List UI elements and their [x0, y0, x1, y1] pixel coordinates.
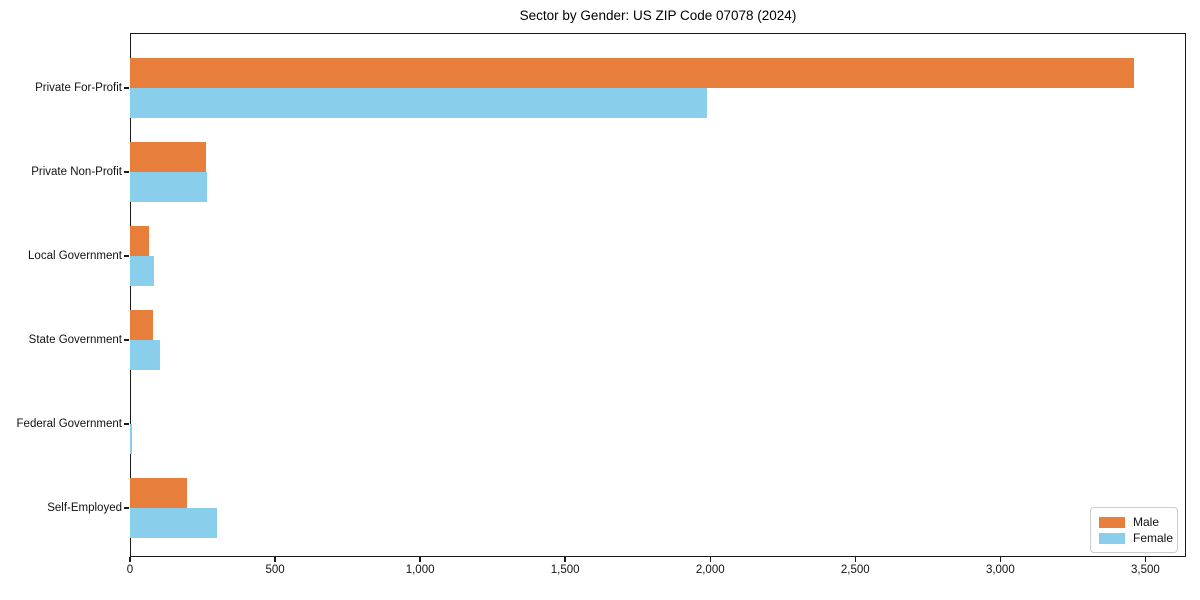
legend: Male Female	[1090, 507, 1178, 553]
x-tick-label: 2,000	[695, 564, 725, 576]
bar-male-2	[130, 142, 206, 172]
y-tick-label: Local Government	[28, 250, 122, 262]
legend-label-female: Female	[1133, 531, 1174, 545]
y-tick-label: Private Non-Profit	[31, 166, 122, 178]
bar-female-2	[130, 172, 207, 202]
x-tick-label: 1,500	[550, 564, 580, 576]
legend-item-female: Female	[1099, 530, 1173, 546]
x-tick-mark	[419, 557, 421, 562]
x-tick-label: 3,000	[985, 564, 1015, 576]
x-tick-label: 500	[265, 564, 285, 576]
bar-female-5	[130, 424, 133, 454]
x-tick-label: 0	[126, 564, 134, 576]
x-tick-label: 1,000	[405, 564, 435, 576]
x-tick-mark	[854, 557, 856, 562]
x-tick-mark	[564, 557, 566, 562]
y-tick-mark	[124, 255, 129, 257]
legend-label-male: Male	[1133, 515, 1160, 529]
female-series-swatch	[1099, 532, 1125, 544]
bar-male-6	[130, 478, 187, 508]
bar-female-4	[130, 340, 160, 370]
chart-title: Sector by Gender: US ZIP Code 07078 (202…	[519, 8, 797, 23]
legend-item-male: Male	[1099, 514, 1169, 530]
male-series-swatch	[1099, 516, 1125, 528]
bar-female-6	[130, 508, 218, 538]
x-tick-mark	[129, 557, 131, 562]
y-tick-mark	[124, 339, 129, 341]
x-tick-label: 3,500	[1130, 564, 1160, 576]
bar-male-4	[130, 310, 153, 340]
x-tick-mark	[274, 557, 276, 562]
y-tick-mark	[124, 171, 129, 173]
x-tick-mark	[999, 557, 1002, 562]
x-tick-mark	[1144, 557, 1147, 562]
y-tick-label: Private For-Profit	[35, 82, 122, 94]
y-tick-mark	[124, 87, 129, 89]
bar-male-3	[130, 226, 149, 256]
y-tick-label: State Government	[28, 334, 122, 346]
y-tick-mark	[124, 507, 129, 509]
y-tick-mark	[124, 423, 129, 425]
bar-female-3	[130, 256, 154, 286]
x-tick-mark	[709, 557, 711, 562]
y-tick-label: Federal Government	[16, 418, 122, 430]
plot-area	[130, 33, 1186, 557]
bar-male-1	[130, 58, 1134, 88]
bar-female-1	[130, 88, 708, 118]
y-tick-label: Self-Employed	[47, 502, 122, 514]
x-tick-label: 2,500	[840, 564, 870, 576]
